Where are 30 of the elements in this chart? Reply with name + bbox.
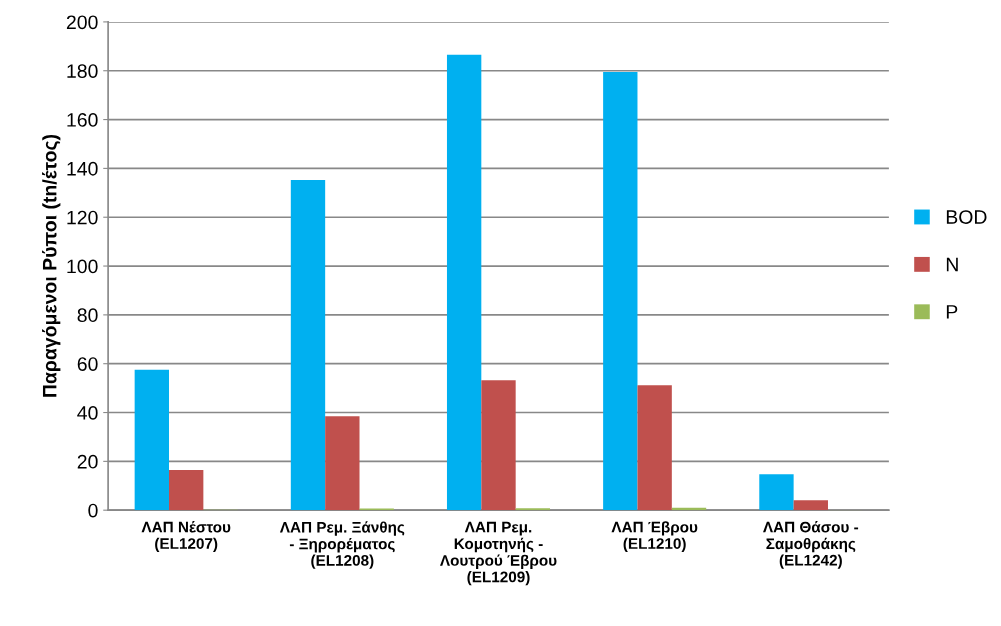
y-tick-label: 40 <box>77 406 98 420</box>
y-tick-label: 20 <box>77 454 98 469</box>
x-tick-label: ΛΑΠ Νέστου (EL1207) <box>141 521 231 552</box>
x-tick-label: ΛΑΠ Ρεμ. Κομοτηνής - Λουτρού Έβρου (EL1209) <box>440 521 557 586</box>
y-tick-label: 60 <box>77 357 98 371</box>
y-tick-label: 80 <box>77 308 98 323</box>
bar <box>481 380 516 511</box>
legend-label: P <box>946 305 958 319</box>
y-tick-label: 120 <box>67 210 98 225</box>
bar <box>793 500 828 511</box>
x-tick-label: ΛΑΠ Έβρου (EL1210) <box>611 521 698 552</box>
x-tick-label: ΛΑΠ Θάσου - Σαμοθράκης (EL1242) <box>763 521 859 569</box>
bar <box>325 416 360 511</box>
y-tick-label: 100 <box>67 259 98 274</box>
legend-label: N <box>946 257 958 272</box>
y-tick-label: 0 <box>88 503 98 518</box>
bar <box>134 369 170 511</box>
y-tick-label: 140 <box>67 161 98 176</box>
y-tick-label: 160 <box>67 113 98 127</box>
bar <box>446 54 482 511</box>
bar <box>759 474 794 511</box>
x-tick-label: ΛΑΠ Ρεμ. Ξάνθης - Ξηρορέματος (EL1208) <box>279 521 405 569</box>
bar <box>290 180 326 511</box>
legend-label: BOD <box>946 210 987 224</box>
bar <box>169 469 204 511</box>
bar <box>637 385 672 511</box>
y-tick-label: 180 <box>67 64 98 78</box>
y-tick-label: 200 <box>66 15 98 30</box>
y-axis-title: Παραγόμενοι Ρύποι (tn/έτος) <box>42 134 61 397</box>
bar <box>603 71 638 511</box>
